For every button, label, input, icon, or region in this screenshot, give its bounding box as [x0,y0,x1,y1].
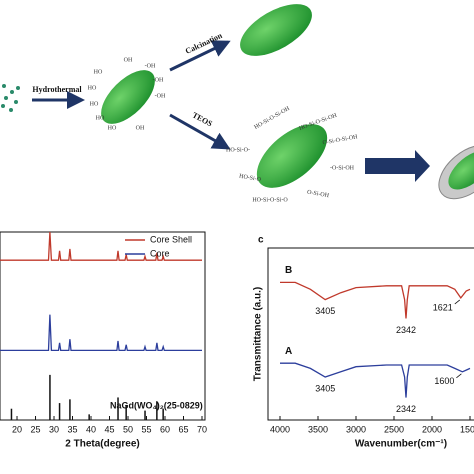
particle [448,150,474,190]
silica-label: O-Si-O-Si-OH [322,134,358,146]
x-tick-label: 45 [105,424,115,434]
silica-label: O-Si-OH [307,190,330,200]
x-tick-label: 1500 [460,424,474,434]
silica-label: HO-Si-O- [226,147,250,153]
spectrum-line [280,362,471,398]
x-axis-label: 2 Theta(degree) [65,439,139,450]
nanoparticles [1,84,20,112]
panel-label: c [258,235,264,246]
hydroxyl-label: HO [88,85,97,91]
spectrum-line [0,231,202,261]
y-axis-label: Transmittance (a.u.) [253,287,264,381]
x-tick-label: 3000 [346,424,366,434]
x-tick-label: 25 [31,424,41,434]
x-tick-label: 2500 [384,424,404,434]
legend-label: Core Shell [150,234,192,244]
hydroxyl-label: OH [136,125,145,131]
legend-label: NaGd(WO₄)₂(25-0829) [110,400,203,410]
hydroxyl-label: HO [94,69,103,75]
x-tick-label: 50 [123,424,133,434]
x-tick-label: 60 [160,424,170,434]
hydroxyl-label: OH [124,57,133,63]
x-tick-label: 2000 [422,424,442,434]
plot-frame [267,247,474,421]
peak-label: 3405 [315,383,335,393]
spectrum-line [0,314,202,352]
schematic: Hydrothermal Calcination TEOS [1,4,474,200]
x-tick-label: 30 [49,424,59,434]
hydroxyl-label: -OH [155,93,166,99]
arrow [169,40,231,72]
hydroxyl-label: HO [108,125,117,131]
series-label: B [285,265,292,276]
peak-label: 3405 [315,306,335,316]
step-label: TEOS [191,110,215,128]
peak-label: 2342 [396,404,416,414]
silica-label: -O-Si-OH [330,165,355,171]
silica-label: HO-Si-O [239,174,262,184]
silica-label: HO-Si-O-Si-O [252,197,288,203]
x-axis-label: Wavenumber(cm⁻¹) [355,439,447,450]
particle [101,70,155,124]
peak-label: 1621 [433,302,453,312]
plot-frame [0,231,206,421]
peak-pointer [456,373,462,379]
x-tick-label: 35 [68,424,78,434]
x-tick-label: 20 [12,424,22,434]
peak-label: 2342 [396,325,416,335]
legend-label: Core [150,248,170,258]
x-tick-label: 65 [178,424,188,434]
arrow [365,150,430,182]
x-tick-label: 3500 [308,424,328,434]
arrow [169,113,231,150]
hydroxyl-label: -OH [145,63,156,69]
particle [240,4,312,56]
spectrum-line [280,281,471,319]
series-label: A [285,346,292,357]
silica-label: HO-Si-O-Si-OH [254,105,292,130]
hydroxyl-label: -OH [153,77,164,83]
hydroxyl-label: HO [90,101,99,107]
x-tick-label: 55 [141,424,151,434]
x-tick-label: 70 [197,424,207,434]
hydroxyl-label: HO [96,115,105,121]
peak-pointer [454,299,461,305]
peak-label: 1600 [434,376,454,386]
particle [256,124,328,188]
x-tick-label: 40 [86,424,96,434]
step-label: Hydrothermal [32,85,82,94]
x-tick-label: 4000 [270,424,290,434]
